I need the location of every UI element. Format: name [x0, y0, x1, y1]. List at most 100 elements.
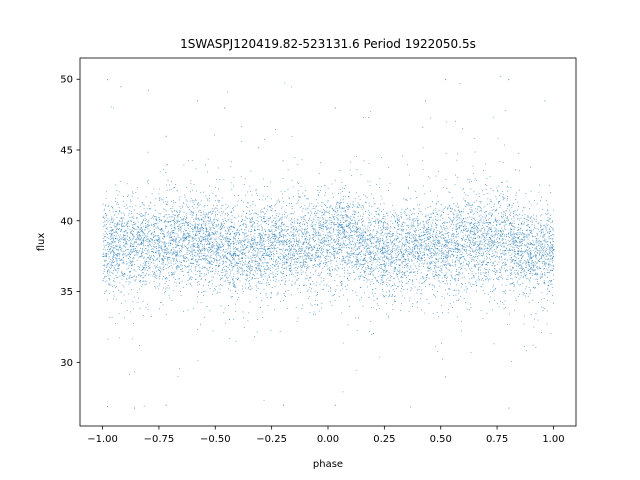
data-point — [455, 205, 457, 207]
data-point — [150, 234, 152, 235]
data-point — [212, 212, 213, 214]
data-point — [129, 253, 131, 255]
data-point — [257, 256, 259, 258]
data-point — [538, 258, 540, 260]
data-point — [313, 283, 315, 285]
data-point — [415, 230, 417, 232]
data-point — [105, 236, 107, 237]
data-point — [549, 265, 551, 267]
data-point — [480, 255, 482, 256]
data-point — [468, 254, 470, 255]
data-point — [107, 274, 109, 276]
data-point — [509, 283, 511, 285]
data-point — [469, 283, 471, 285]
data-point — [445, 239, 447, 241]
data-point — [466, 204, 468, 206]
data-point — [220, 231, 222, 233]
data-point — [520, 275, 522, 277]
data-point — [365, 201, 366, 203]
data-point — [488, 239, 490, 241]
data-point — [125, 241, 127, 243]
data-point — [111, 230, 113, 232]
data-point — [471, 222, 472, 224]
data-point — [267, 267, 269, 269]
data-point — [362, 235, 364, 237]
data-point — [228, 230, 230, 232]
data-point — [499, 238, 500, 240]
data-point — [152, 239, 154, 241]
data-point — [212, 267, 214, 269]
data-point — [159, 241, 161, 242]
data-point — [331, 237, 333, 239]
data-point — [240, 263, 242, 265]
data-point — [135, 242, 137, 243]
data-point — [520, 272, 522, 274]
data-point — [291, 285, 293, 286]
data-point — [417, 270, 419, 272]
data-point — [327, 236, 329, 238]
data-point — [143, 237, 145, 239]
data-point — [414, 231, 415, 232]
data-point — [363, 229, 364, 231]
data-point — [267, 282, 269, 284]
data-point — [323, 237, 325, 239]
data-point — [271, 220, 273, 222]
data-point — [490, 245, 492, 247]
data-point — [384, 248, 386, 250]
data-point — [471, 205, 473, 206]
data-point — [534, 273, 536, 275]
data-point — [254, 236, 256, 238]
data-point — [249, 261, 251, 262]
data-point — [205, 231, 207, 233]
data-point — [148, 251, 150, 253]
data-point — [362, 207, 364, 209]
data-point — [354, 234, 356, 235]
data-point — [248, 202, 250, 204]
data-point — [149, 254, 151, 256]
data-point — [365, 202, 367, 204]
data-point — [269, 258, 271, 260]
data-point — [330, 236, 332, 238]
data-point — [280, 271, 282, 273]
data-point — [344, 231, 346, 233]
data-point — [494, 268, 495, 270]
data-point — [465, 286, 467, 288]
data-point — [423, 232, 424, 233]
data-point — [314, 245, 316, 247]
data-point — [337, 222, 339, 224]
data-point — [353, 270, 355, 272]
data-point — [245, 279, 247, 280]
data-point — [366, 248, 368, 250]
data-point — [374, 216, 376, 217]
data-point — [188, 222, 190, 223]
data-point — [485, 184, 487, 185]
data-point — [548, 264, 549, 266]
data-point — [289, 243, 290, 244]
data-point — [401, 229, 403, 231]
data-point — [381, 240, 383, 242]
data-point — [177, 254, 179, 256]
data-point — [549, 260, 551, 262]
data-point — [552, 244, 554, 246]
data-point — [432, 260, 434, 262]
data-point — [276, 200, 278, 202]
data-point — [173, 290, 175, 291]
data-point — [541, 256, 543, 258]
data-point — [447, 228, 449, 230]
data-point — [234, 236, 236, 238]
data-point — [139, 288, 140, 290]
data-point — [236, 233, 238, 235]
data-point — [198, 246, 200, 248]
data-point — [289, 213, 291, 215]
data-point — [158, 227, 160, 229]
data-point — [148, 208, 150, 210]
data-point — [414, 240, 415, 241]
data-point — [257, 278, 259, 279]
data-point — [283, 300, 284, 302]
data-point — [273, 217, 275, 219]
data-point — [411, 271, 413, 273]
data-point — [408, 227, 409, 228]
data-point — [175, 239, 176, 241]
data-point — [340, 203, 341, 205]
data-point — [206, 229, 208, 230]
